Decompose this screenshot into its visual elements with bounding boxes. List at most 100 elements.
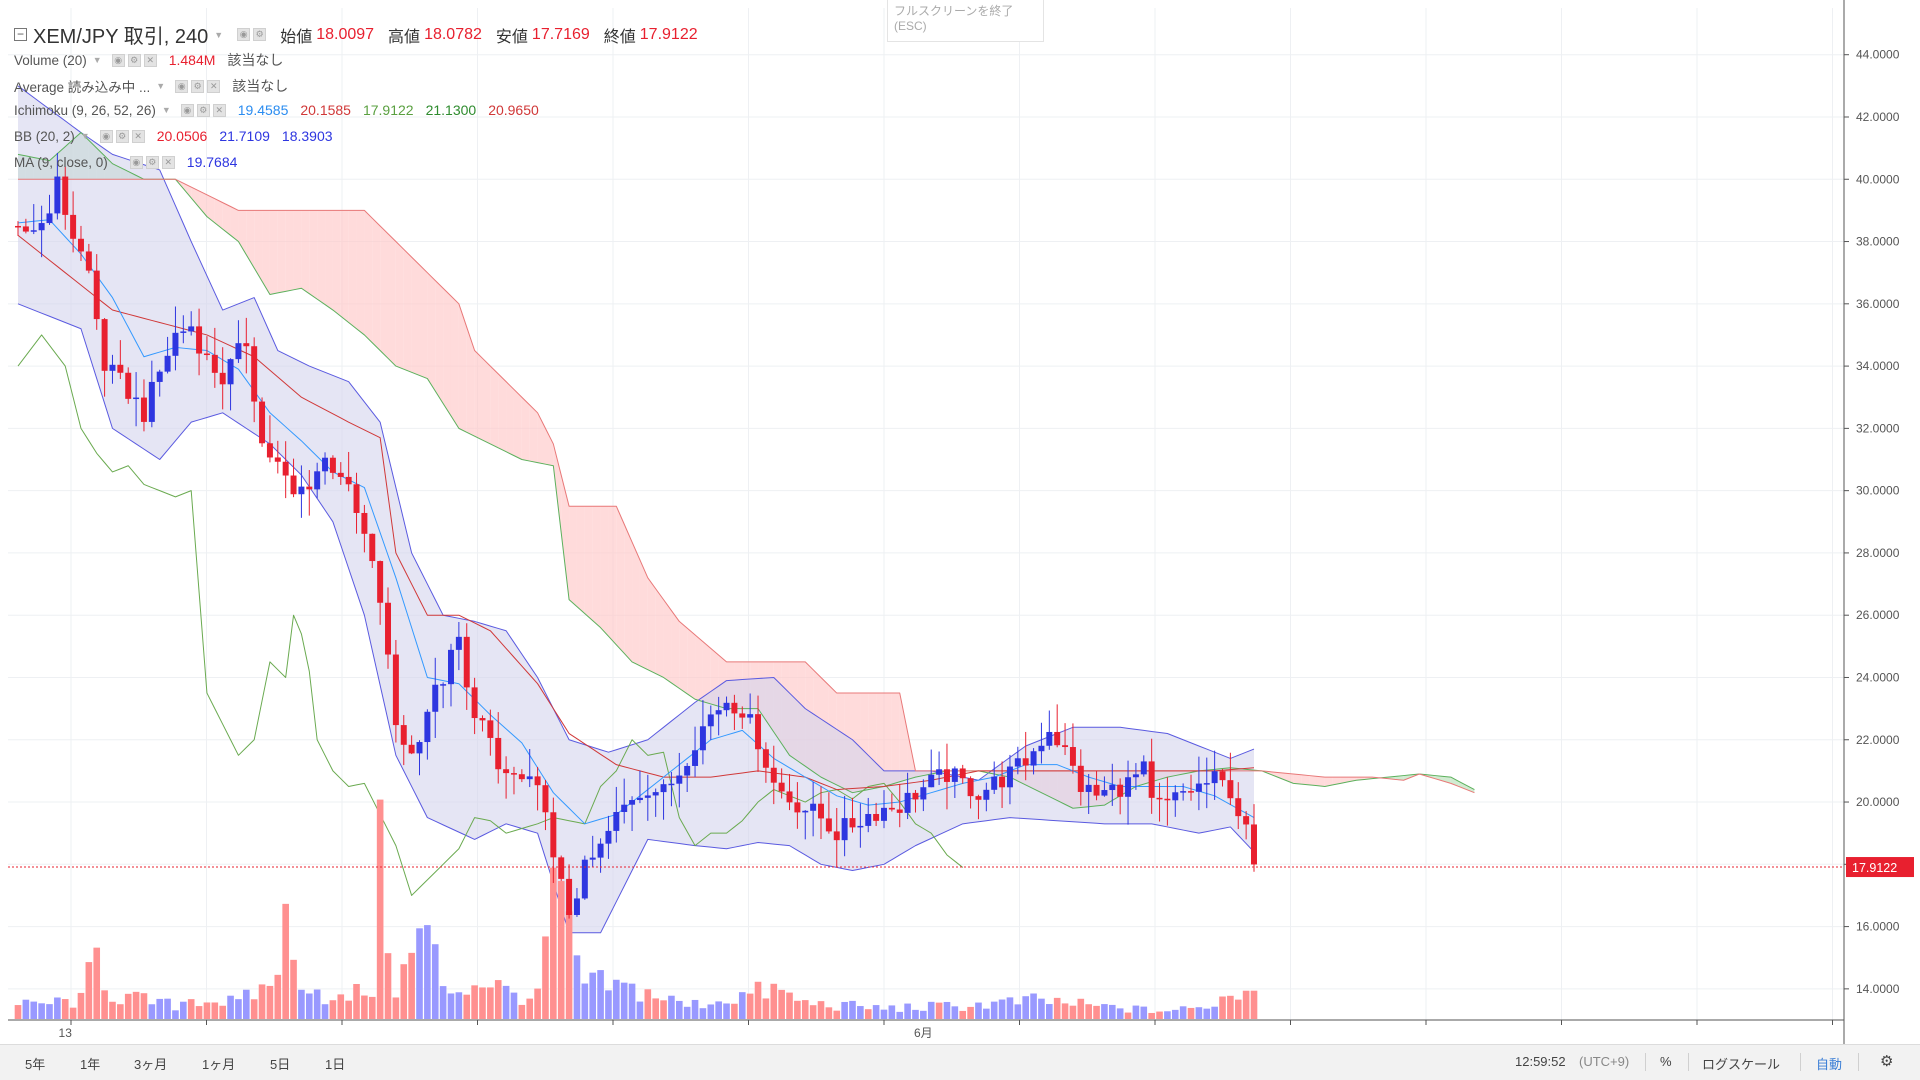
candle-body bbox=[148, 381, 155, 422]
legend-volume[interactable]: Volume (20) ▼ ◉ ⚙ ✕ 1.484M 該当なし bbox=[14, 50, 283, 70]
close-icon[interactable]: ✕ bbox=[207, 79, 221, 93]
volume-bar bbox=[613, 979, 620, 1019]
cloud-segment bbox=[254, 210, 263, 282]
close-icon[interactable]: ✕ bbox=[212, 103, 226, 117]
range-3m-button[interactable]: 3ヶ月 bbox=[134, 1057, 168, 1072]
close-value: 17.9122 bbox=[639, 25, 698, 43]
cloud-segment bbox=[592, 506, 601, 628]
legend-bb[interactable]: BB (20, 2) ▼ ◉ ⚙ ✕ 20.0506 21.7109 18.39… bbox=[14, 128, 333, 144]
volume-bar bbox=[266, 985, 274, 1019]
candle-body bbox=[471, 687, 478, 719]
chart-svg: 14.000016.000018.000020.000022.000024.00… bbox=[8, 0, 1914, 1044]
candle-body bbox=[322, 457, 329, 472]
cloud-segment bbox=[435, 280, 444, 404]
range-5y-button[interactable]: 5年 bbox=[25, 1057, 46, 1072]
log-scale-toggle[interactable]: ログスケール bbox=[1702, 1057, 1781, 1072]
candle-body bbox=[400, 725, 407, 745]
range-5d-button[interactable]: 5日 bbox=[270, 1057, 291, 1072]
collapse-icon[interactable]: − bbox=[14, 28, 27, 41]
candle-body bbox=[211, 354, 218, 373]
candle-body bbox=[1030, 751, 1037, 766]
gear-icon[interactable]: ⚙ bbox=[1880, 1053, 1894, 1070]
gear-icon[interactable]: ⚙ bbox=[127, 53, 141, 67]
cloud-segment bbox=[1435, 775, 1443, 782]
close-icon[interactable]: ✕ bbox=[143, 53, 157, 67]
volume-bar bbox=[479, 987, 486, 1019]
gear-icon[interactable]: ⚙ bbox=[253, 28, 267, 41]
chevron-down-icon[interactable]: ▼ bbox=[156, 81, 166, 91]
close-icon[interactable]: ✕ bbox=[131, 129, 145, 143]
close-icon[interactable]: ✕ bbox=[161, 155, 175, 169]
volume-bar bbox=[1156, 1011, 1163, 1019]
volume-bar bbox=[392, 997, 400, 1019]
volume-bar bbox=[857, 1006, 864, 1019]
cloud-segment bbox=[450, 296, 459, 429]
volume-bar bbox=[69, 1007, 77, 1019]
gear-icon[interactable]: ⚙ bbox=[145, 155, 159, 169]
eye-icon[interactable]: ◉ bbox=[99, 129, 113, 143]
chevron-down-icon[interactable]: ▼ bbox=[80, 131, 90, 141]
price-axis-label: 34.0000 bbox=[1856, 359, 1900, 373]
eye-icon[interactable]: ◉ bbox=[180, 103, 194, 117]
cloud-segment bbox=[1395, 775, 1404, 781]
candle-body bbox=[46, 213, 53, 224]
volume-value: 1.484M bbox=[168, 52, 216, 68]
volume-bar bbox=[841, 1001, 848, 1019]
candle-body bbox=[566, 878, 573, 915]
candle-body bbox=[589, 857, 596, 860]
chevron-down-icon[interactable]: ▼ bbox=[161, 105, 171, 115]
legend-average[interactable]: Average 読み込み中 ... ▼ ◉ ⚙ ✕ 該当なし bbox=[14, 76, 288, 96]
volume-bar bbox=[1069, 1005, 1077, 1019]
candle-body bbox=[22, 226, 29, 232]
legend-ichimoku[interactable]: Ichimoku (9, 26, 52, 26) ▼ ◉ ⚙ ✕ 19.4585… bbox=[14, 102, 539, 118]
gear-icon[interactable]: ⚙ bbox=[191, 79, 205, 93]
candle-body bbox=[259, 401, 266, 444]
cloud-segment bbox=[1403, 774, 1412, 781]
volume-bar bbox=[1164, 1011, 1171, 1019]
candle-body bbox=[794, 802, 801, 813]
eye-icon[interactable]: ◉ bbox=[129, 155, 143, 169]
volume-bar bbox=[1022, 996, 1030, 1019]
cloud-segment bbox=[1458, 781, 1467, 790]
gear-icon[interactable]: ⚙ bbox=[196, 103, 210, 117]
price-axis-label: 24.0000 bbox=[1856, 670, 1900, 684]
gear-icon[interactable]: ⚙ bbox=[115, 129, 129, 143]
timezone-button[interactable]: (UTC+9) bbox=[1579, 1054, 1630, 1069]
volume-bar bbox=[487, 987, 494, 1019]
volume-bar bbox=[668, 995, 675, 1019]
eye-icon[interactable]: ◉ bbox=[237, 28, 251, 41]
volume-bar bbox=[715, 1001, 722, 1019]
price-axis-label: 36.0000 bbox=[1856, 297, 1900, 311]
legend-ma[interactable]: MA (9, close, 0) ◉ ⚙ ✕ 19.7684 bbox=[14, 154, 237, 170]
volume-bar bbox=[1195, 1007, 1203, 1019]
price-axis-label: 32.0000 bbox=[1856, 421, 1900, 435]
candle-body bbox=[526, 776, 533, 780]
eye-icon[interactable]: ◉ bbox=[175, 79, 189, 93]
volume-bar bbox=[1053, 997, 1061, 1019]
volume-bar bbox=[888, 1005, 896, 1019]
range-1y-button[interactable]: 1年 bbox=[80, 1057, 101, 1072]
candle-body bbox=[1148, 761, 1155, 798]
volume-bar bbox=[211, 1002, 219, 1019]
candle-body bbox=[1188, 791, 1195, 793]
cloud-segment bbox=[372, 218, 381, 351]
volume-bar bbox=[723, 1003, 730, 1019]
chevron-down-icon[interactable]: ▼ bbox=[214, 29, 224, 40]
volume-bar bbox=[140, 993, 148, 1019]
candle-body bbox=[778, 782, 785, 792]
volume-bar bbox=[636, 1001, 644, 1019]
percent-toggle[interactable]: % bbox=[1660, 1054, 1672, 1069]
auto-scale-toggle[interactable]: 自動 bbox=[1816, 1057, 1843, 1072]
candle-body bbox=[15, 225, 21, 228]
current-price-label: 17.9122 bbox=[1852, 861, 1897, 875]
range-1m-button[interactable]: 1ヶ月 bbox=[202, 1057, 236, 1072]
volume-bar bbox=[581, 983, 589, 1019]
volume-bar bbox=[675, 1000, 683, 1019]
chevron-down-icon[interactable]: ▼ bbox=[92, 55, 102, 65]
candle-body bbox=[888, 807, 895, 810]
range-1d-button[interactable]: 1日 bbox=[325, 1057, 346, 1072]
price-axis-label: 26.0000 bbox=[1856, 608, 1900, 622]
volume-bar bbox=[550, 867, 557, 1019]
eye-icon[interactable]: ◉ bbox=[111, 53, 125, 67]
candle-body bbox=[392, 654, 399, 726]
